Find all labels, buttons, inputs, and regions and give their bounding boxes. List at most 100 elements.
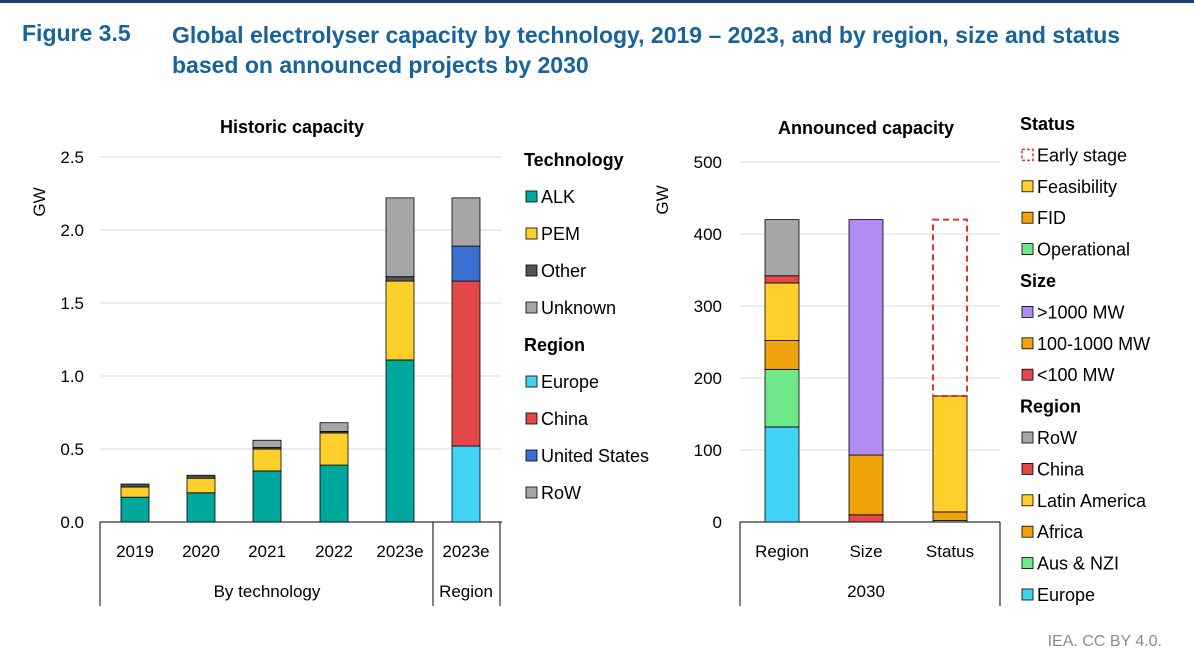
legend-swatch-unknown (525, 301, 538, 314)
legend-label: PEM (541, 224, 580, 244)
legend-label: Europe (1037, 585, 1095, 605)
legend-label: Latin America (1037, 491, 1147, 511)
bar-europe-region (764, 426, 800, 523)
legend-swatch-1000-mw (1021, 305, 1034, 318)
x-tick-label: 2021 (248, 542, 286, 561)
y-axis-label: GW (30, 187, 49, 216)
legend-label: Unknown (541, 298, 616, 318)
bar-china-region (764, 275, 800, 284)
bar-pem-2023e (385, 280, 415, 361)
bar-feasibility-status (932, 395, 968, 513)
legend-swatch-feasibility (1021, 180, 1034, 193)
legend-label: 100-1000 MW (1037, 334, 1150, 354)
y-tick-label: 300 (694, 297, 722, 316)
group-label: Region (439, 582, 493, 601)
legend-swatch-row (1021, 431, 1034, 444)
bar-alk-2020 (186, 492, 216, 523)
legend-swatch-100-mw (1021, 368, 1034, 381)
legend-swatch-china (525, 412, 538, 425)
y-tick-label: 400 (694, 225, 722, 244)
bar-fid-status (932, 511, 968, 521)
y-tick-label: 1.0 (60, 367, 84, 386)
legend-label: Europe (541, 372, 599, 392)
bar-early-stage-status (932, 218, 968, 397)
y-tick-label: 0.0 (60, 513, 84, 532)
bar-alk-2023e (385, 359, 415, 523)
legend-label: China (1037, 459, 1085, 479)
figure-title: Global electrolyser capacity by technolo… (172, 22, 1121, 78)
chart-title: Historic capacity (220, 117, 364, 137)
legend-swatch-row (525, 486, 538, 499)
group-label: 2030 (847, 582, 885, 601)
x-tick-label: Status (926, 542, 974, 561)
bar-other-2020 (186, 474, 216, 479)
bar-unknown-2023e (385, 197, 415, 278)
y-tick-label: 2.0 (60, 221, 84, 240)
legend-swatch-pem (525, 227, 538, 240)
legend-label: ALK (541, 187, 575, 207)
bar-europe-2023e (451, 445, 481, 523)
group-label: By technology (214, 582, 321, 601)
legend-heading: Size (1020, 271, 1056, 291)
bar-other-2023e (385, 276, 415, 282)
bar-unknown-2022 (319, 422, 349, 432)
figure-number: Figure 3.5 (22, 20, 131, 46)
bar-pem-2019 (120, 486, 150, 498)
legend-label: FID (1037, 208, 1066, 228)
bar-unknown-2021 (252, 439, 282, 448)
legend-swatch-early-stage (1021, 148, 1034, 162)
x-tick-label: 2019 (116, 542, 154, 561)
legend-swatch-latin-america (1021, 494, 1034, 507)
bar-other-2019 (120, 483, 150, 488)
legend-swatch-aus-nzi (1021, 557, 1034, 569)
y-tick-label: 2.5 (60, 148, 84, 167)
legend-label: <100 MW (1037, 365, 1115, 385)
legend-swatch-alk (525, 190, 538, 203)
legend-label: RoW (541, 483, 581, 503)
y-tick-label: 0 (713, 513, 722, 532)
bar-china-2023e (451, 280, 481, 447)
top-rule (0, 0, 1194, 3)
bar-1000-mw-size (848, 219, 884, 456)
bar-alk-2019 (120, 496, 150, 523)
x-tick-label: 2023e (442, 542, 489, 561)
legend-label: United States (541, 446, 649, 466)
legend-swatch-fid (1021, 211, 1034, 224)
legend-heading: Region (524, 335, 585, 355)
bar-100-1000-mw-size (848, 454, 884, 516)
bar-pem-2020 (186, 477, 216, 494)
legend-label: Africa (1037, 522, 1084, 542)
bar-100-mw-size (848, 514, 884, 523)
legend-swatch-africa (1021, 525, 1034, 538)
x-tick-label: 2022 (315, 542, 353, 561)
x-tick-label: 2020 (182, 542, 220, 561)
bar-pem-2021 (252, 448, 282, 472)
bar-alk-2021 (252, 470, 282, 523)
legend-swatch-europe (1021, 588, 1034, 601)
legend-label: Operational (1037, 240, 1130, 260)
legend-label: Early stage (1037, 145, 1127, 165)
legend-label: Aus & NZI (1037, 554, 1119, 574)
bar-latin-america-region (764, 282, 800, 341)
legend-label: Feasibility (1037, 177, 1117, 197)
x-tick-label: 2023e (376, 542, 423, 561)
legend-label: >1000 MW (1037, 302, 1125, 322)
bar-united-states-2023e (451, 245, 481, 282)
bar-aus-nzi-region (764, 368, 800, 428)
legend-label: China (541, 409, 589, 429)
legend-swatch-europe (525, 375, 538, 388)
legend-heading: Status (1020, 114, 1075, 134)
legend-swatch-other (525, 264, 538, 277)
bar-row-2023e (451, 197, 481, 247)
legend-label: RoW (1037, 428, 1077, 448)
chart-title: Announced capacity (778, 118, 954, 138)
legend-heading: Region (1020, 397, 1081, 417)
legend-swatch-operational (1021, 243, 1034, 256)
legend-heading: Technology (524, 150, 624, 170)
x-tick-label: Region (755, 542, 809, 561)
legend-swatch-united-states (525, 449, 538, 462)
y-axis-label: GW (653, 185, 672, 214)
y-tick-label: 500 (694, 153, 722, 172)
source-note: IEA. CC BY 4.0. (1047, 633, 1162, 650)
y-tick-label: 100 (694, 441, 722, 460)
